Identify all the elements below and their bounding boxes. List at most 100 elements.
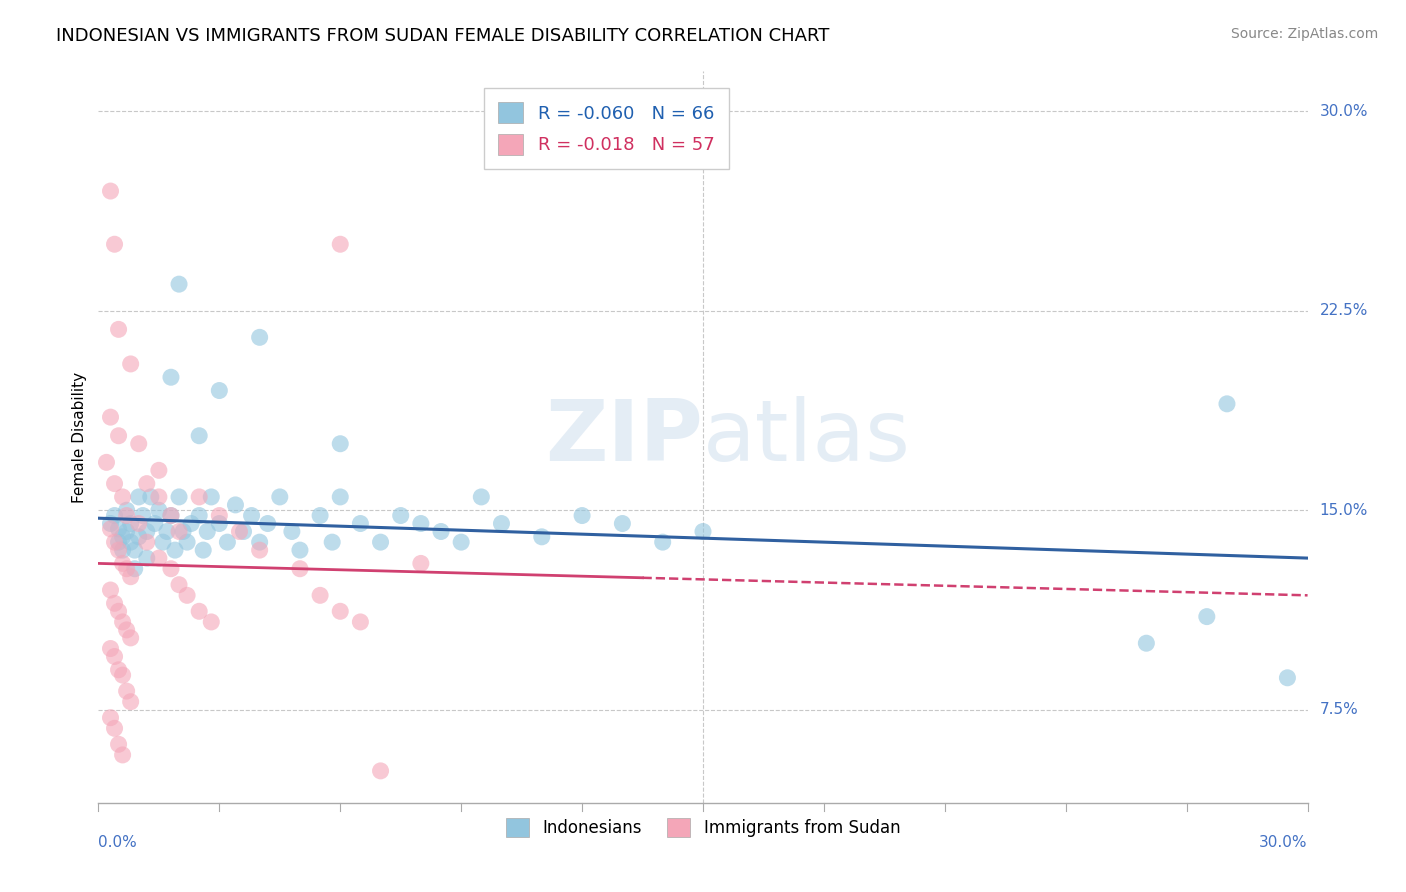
Text: 30.0%: 30.0% bbox=[1260, 835, 1308, 850]
Point bbox=[111, 530, 134, 544]
Point bbox=[329, 436, 352, 450]
Point bbox=[124, 543, 146, 558]
Point bbox=[228, 524, 250, 539]
Point bbox=[167, 524, 190, 539]
Point bbox=[249, 543, 271, 558]
Point bbox=[188, 604, 211, 618]
Point bbox=[135, 476, 157, 491]
Point bbox=[107, 663, 129, 677]
Point bbox=[100, 582, 122, 597]
Point bbox=[111, 747, 134, 762]
Point bbox=[370, 764, 392, 778]
Text: atlas: atlas bbox=[703, 395, 911, 479]
Point bbox=[160, 370, 183, 384]
Point bbox=[120, 535, 142, 549]
Point bbox=[470, 490, 492, 504]
Point bbox=[269, 490, 291, 504]
Point bbox=[651, 535, 673, 549]
Point bbox=[188, 508, 211, 523]
Point bbox=[103, 596, 125, 610]
Point bbox=[115, 684, 138, 698]
Point bbox=[491, 516, 513, 531]
Point bbox=[193, 543, 215, 558]
Point bbox=[188, 490, 211, 504]
Text: ZIP: ZIP bbox=[546, 395, 703, 479]
Point bbox=[128, 516, 150, 531]
Point bbox=[124, 562, 146, 576]
Point bbox=[167, 577, 190, 591]
Point bbox=[100, 184, 122, 198]
Point bbox=[281, 524, 304, 539]
Point bbox=[107, 737, 129, 751]
Point bbox=[115, 623, 138, 637]
Point bbox=[249, 330, 271, 344]
Point bbox=[160, 508, 183, 523]
Point bbox=[309, 588, 332, 602]
Point bbox=[143, 516, 166, 531]
Point bbox=[349, 615, 371, 629]
Point bbox=[172, 524, 194, 539]
Point bbox=[329, 237, 352, 252]
Point bbox=[103, 722, 125, 736]
Point bbox=[288, 562, 311, 576]
Point bbox=[430, 524, 453, 539]
Point bbox=[103, 476, 125, 491]
Point bbox=[1216, 397, 1239, 411]
Point bbox=[249, 535, 271, 549]
Point bbox=[208, 508, 231, 523]
Point bbox=[100, 641, 122, 656]
Point bbox=[120, 570, 142, 584]
Point bbox=[224, 498, 246, 512]
Point bbox=[111, 615, 134, 629]
Point bbox=[107, 429, 129, 443]
Point bbox=[148, 490, 170, 504]
Point bbox=[692, 524, 714, 539]
Text: INDONESIAN VS IMMIGRANTS FROM SUDAN FEMALE DISABILITY CORRELATION CHART: INDONESIAN VS IMMIGRANTS FROM SUDAN FEMA… bbox=[56, 27, 830, 45]
Point bbox=[128, 530, 150, 544]
Point bbox=[370, 535, 392, 549]
Point bbox=[107, 543, 129, 558]
Text: Source: ZipAtlas.com: Source: ZipAtlas.com bbox=[1230, 27, 1378, 41]
Point bbox=[100, 711, 122, 725]
Point bbox=[160, 508, 183, 523]
Point bbox=[96, 455, 118, 469]
Point bbox=[135, 551, 157, 566]
Point bbox=[107, 604, 129, 618]
Point bbox=[132, 508, 155, 523]
Point bbox=[115, 503, 138, 517]
Point bbox=[103, 649, 125, 664]
Point bbox=[389, 508, 412, 523]
Point bbox=[309, 508, 332, 523]
Text: 15.0%: 15.0% bbox=[1320, 503, 1368, 517]
Point bbox=[148, 551, 170, 566]
Point bbox=[107, 522, 129, 536]
Text: 22.5%: 22.5% bbox=[1320, 303, 1368, 318]
Point bbox=[167, 490, 190, 504]
Point bbox=[120, 631, 142, 645]
Legend: Indonesians, Immigrants from Sudan: Indonesians, Immigrants from Sudan bbox=[498, 810, 908, 846]
Point bbox=[321, 535, 343, 549]
Point bbox=[1277, 671, 1299, 685]
Point bbox=[100, 522, 122, 536]
Point bbox=[329, 490, 352, 504]
Point bbox=[103, 535, 125, 549]
Point bbox=[176, 535, 198, 549]
Point bbox=[288, 543, 311, 558]
Point bbox=[200, 490, 222, 504]
Text: 0.0%: 0.0% bbox=[98, 835, 138, 850]
Point bbox=[180, 516, 202, 531]
Point bbox=[120, 357, 142, 371]
Point bbox=[135, 535, 157, 549]
Point bbox=[530, 530, 553, 544]
Point bbox=[120, 516, 142, 531]
Point bbox=[148, 503, 170, 517]
Point bbox=[450, 535, 472, 549]
Point bbox=[571, 508, 593, 523]
Point bbox=[1195, 609, 1218, 624]
Point bbox=[208, 384, 231, 398]
Point bbox=[120, 695, 142, 709]
Point bbox=[111, 490, 134, 504]
Point bbox=[176, 588, 198, 602]
Point bbox=[612, 516, 634, 531]
Point bbox=[163, 543, 186, 558]
